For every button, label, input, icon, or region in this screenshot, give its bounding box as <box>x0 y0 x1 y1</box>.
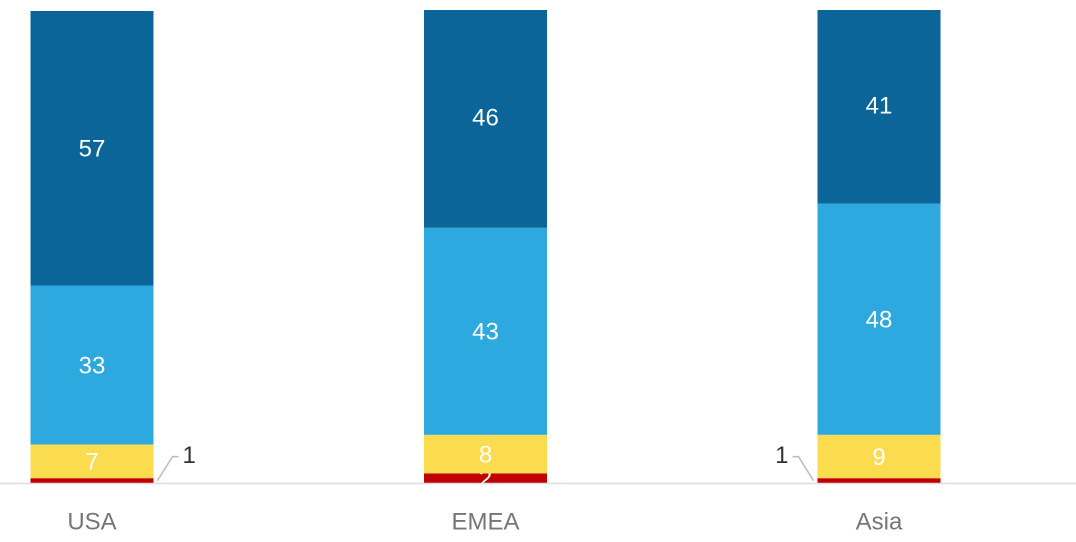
data-label: 48 <box>866 307 893 334</box>
data-label: 43 <box>472 319 499 346</box>
bar-segment <box>424 227 547 435</box>
data-label: 7 <box>85 449 98 476</box>
data-label: 33 <box>79 352 106 379</box>
x-tick-label: USA <box>67 508 116 535</box>
data-label: 57 <box>79 136 106 163</box>
data-label: 8 <box>479 441 492 468</box>
data-label: 41 <box>866 92 893 119</box>
bar-segment <box>817 10 941 204</box>
bar-segment <box>30 478 154 483</box>
data-label: 1 <box>775 442 788 469</box>
bar-segment <box>424 473 547 483</box>
bar-segment <box>424 10 547 228</box>
leader-line <box>156 455 179 481</box>
data-label: 46 <box>472 104 499 131</box>
x-tick-label: Asia <box>856 508 903 535</box>
bar-segment <box>817 434 941 479</box>
data-label: 1 <box>183 442 196 469</box>
bar-segment <box>30 444 154 479</box>
bar-segment <box>30 285 154 445</box>
x-tick-label: EMEA <box>451 508 519 535</box>
leader-line <box>792 455 815 481</box>
bar-segment <box>424 434 547 474</box>
data-label: 9 <box>872 444 885 471</box>
bar-segment <box>817 203 941 435</box>
bar-segment <box>30 11 154 286</box>
bar-segment <box>817 478 941 483</box>
